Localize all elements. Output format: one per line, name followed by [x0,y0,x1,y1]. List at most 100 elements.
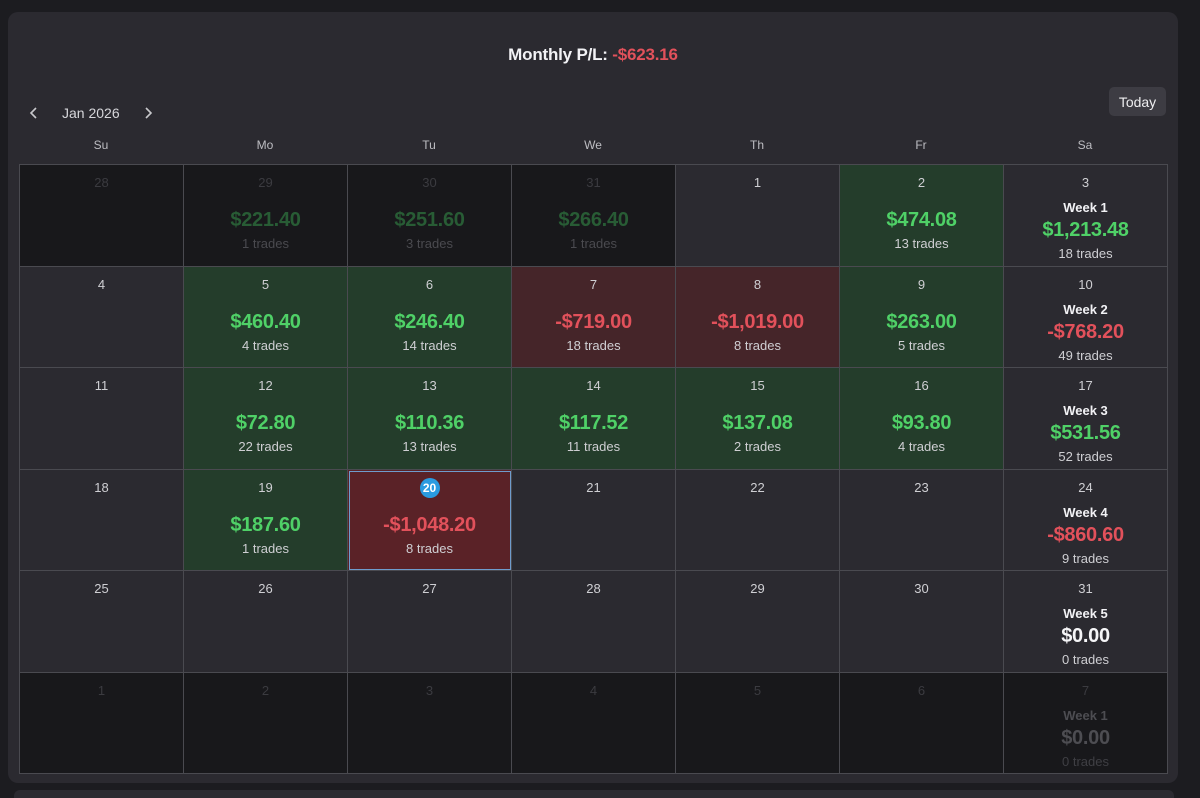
week-summary-cell[interactable]: 17 Week 3 $531.56 52 trades [1004,368,1168,470]
day-cell[interactable]: 4 [20,266,184,368]
day-pl-amount: $263.00 [886,310,957,333]
calendar-grid: 28 29 $221.40 1 trades 30 $251.60 3 trades 31 $2… [19,164,1168,774]
day-number: 31 [1078,581,1093,596]
day-cell[interactable]: 4 [512,672,676,774]
day-trade-count: 2 trades [734,439,781,454]
day-cell[interactable]: 12 $72.80 22 trades [184,368,348,470]
day-cell[interactable]: 11 [20,368,184,470]
day-number: 16 [914,378,929,393]
day-number: 3 [1081,175,1090,190]
day-number: 22 [750,479,765,495]
day-cell[interactable]: 5 [676,672,840,774]
week-pl-amount: -$860.60 [1047,523,1124,546]
day-cell[interactable]: 7 -$719.00 18 trades [512,266,676,368]
day-pl-amount: $110.36 [394,412,465,434]
day-trade-count: 8 trades [406,540,453,556]
day-cell[interactable]: 2 [184,672,348,774]
day-cell[interactable]: 6 $246.40 14 trades [348,266,512,368]
day-number: 17 [1078,378,1093,393]
day-cell[interactable]: 23 [840,469,1004,571]
week-summary-cell[interactable]: 31 Week 5 $0.00 0 trades [1004,571,1168,673]
bottom-panel-edge [14,790,1174,798]
day-number: 5 [753,682,762,698]
week-trade-count: 49 trades [1058,347,1113,363]
day-cell[interactable]: 28 [512,571,676,673]
weekday-label: We [584,138,602,152]
day-cell[interactable]: 29 $221.40 1 trades [184,165,348,267]
day-number: 8 [753,276,762,292]
week-pl-amount: $531.56 [1050,422,1121,444]
day-cell[interactable]: 5 $460.40 4 trades [184,266,348,368]
day-pl-amount: -$719.00 [555,310,632,333]
next-month-button[interactable] [134,99,162,127]
day-number: 4 [97,276,106,292]
calendar-panel: Monthly P/L: -$623.16 Jan 2026 Today Su … [8,12,1178,783]
day-trade-count: 4 trades [898,439,945,454]
day-trade-count: 1 trades [242,236,289,251]
today-indicator: 20 [419,477,440,498]
day-number: 30 [422,175,437,190]
week-summary-cell[interactable]: 3 Week 1 $1,213.48 18 trades [1004,165,1168,267]
day-cell[interactable]: 29 [676,571,840,673]
day-trade-count: 11 trades [566,439,621,454]
day-trade-count: 1 trades [242,540,289,556]
day-number: 14 [586,378,601,393]
monthly-pl-value: -$623.16 [612,45,678,64]
day-cell[interactable]: 26 [184,571,348,673]
day-number: 6 [425,276,434,292]
day-number: 3 [425,682,434,698]
day-cell[interactable]: 15 $137.08 2 trades [676,368,840,470]
day-cell[interactable]: 3 [348,672,512,774]
week-trade-count: 9 trades [1062,550,1109,566]
weekday-label: Su [93,138,109,152]
day-cell[interactable]: 28 [20,165,184,267]
week-label: Week 4 [1063,504,1108,520]
month-label: Jan 2026 [62,105,120,121]
day-cell[interactable]: 14 $117.52 11 trades [512,368,676,470]
week-summary-cell[interactable]: 24 Week 4 -$860.60 9 trades [1004,469,1168,571]
day-cell[interactable]: 13 $110.36 13 trades [348,368,512,470]
chevron-left-icon [29,107,37,119]
day-number: 15 [750,378,765,393]
day-cell[interactable]: 25 [20,571,184,673]
day-cell[interactable]: 9 $263.00 5 trades [840,266,1004,368]
chevron-right-icon [145,107,152,119]
day-cell[interactable]: 8 -$1,019.00 8 trades [676,266,840,368]
week-summary-cell[interactable]: 7 Week 1 $0.00 0 trades [1004,672,1168,774]
week-pl-amount: -$768.20 [1047,320,1124,343]
day-number: 10 [1078,276,1093,292]
today-button[interactable]: Today [1109,87,1166,116]
day-number: 2 [917,175,926,190]
day-cell[interactable]: 22 [676,469,840,571]
day-cell[interactable]: 19 $187.60 1 trades [184,469,348,571]
prev-month-button[interactable] [20,99,48,127]
week-trade-count: 0 trades [1062,753,1109,769]
day-pl-amount: $137.08 [722,412,793,434]
day-cell[interactable]: 31 $266.40 1 trades [512,165,676,267]
day-cell[interactable]: 21 [512,469,676,571]
day-number: 6 [917,682,926,698]
day-pl-amount: $117.52 [558,412,629,434]
week-pl-amount: $0.00 [1061,726,1110,749]
day-cell[interactable]: 16 $93.80 4 trades [840,368,1004,470]
day-pl-amount: $93.80 [891,412,952,434]
day-trade-count: 3 trades [406,236,453,251]
day-number: 1 [753,175,762,190]
day-cell-today[interactable]: 20 -$1,048.20 8 trades [348,469,512,571]
day-cell[interactable]: 30 [840,571,1004,673]
day-number: 1 [97,682,106,698]
day-cell[interactable]: 30 $251.60 3 trades [348,165,512,267]
day-cell[interactable]: 6 [840,672,1004,774]
week-summary-cell[interactable]: 10 Week 2 -$768.20 49 trades [1004,266,1168,368]
day-cell[interactable]: 27 [348,571,512,673]
weekday-label: Fr [915,138,927,152]
day-cell[interactable]: 1 [20,672,184,774]
day-number: 20 [348,477,511,498]
week-trade-count: 0 trades [1062,652,1109,667]
day-cell[interactable]: 1 [676,165,840,267]
day-number: 30 [914,581,929,596]
day-cell[interactable]: 2 $474.08 13 trades [840,165,1004,267]
day-number: 24 [1078,479,1093,495]
day-number: 21 [586,479,601,495]
day-cell[interactable]: 18 [20,469,184,571]
